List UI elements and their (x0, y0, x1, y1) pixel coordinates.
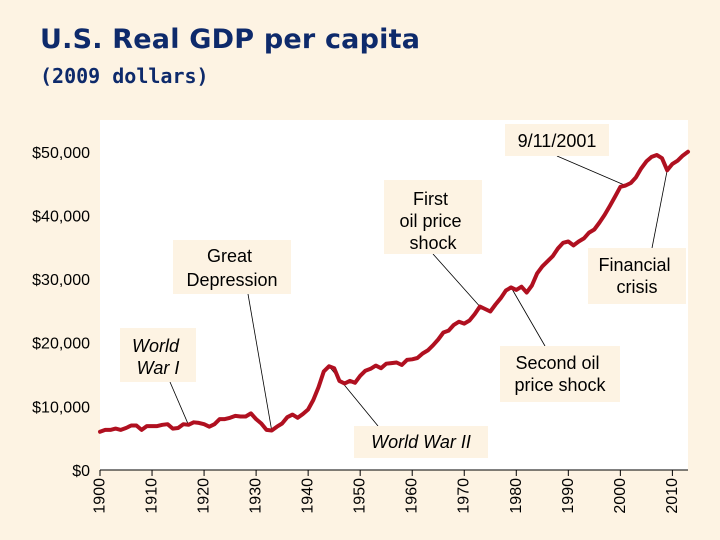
annotation-label-world-war-2: World War II (371, 432, 471, 452)
annotation-label-world-war-1: World War I (132, 336, 184, 378)
annotation-label-second-oil-shock: Second oil price shock (514, 353, 606, 395)
y-tick-label: $40,000 (32, 208, 90, 225)
y-tick-label: $30,000 (32, 272, 90, 289)
annotation-9-11: 9/11/2001 (505, 124, 609, 156)
y-tick-label: $20,000 (32, 336, 90, 353)
x-tick-label: 1940 (300, 478, 317, 514)
annotation-great-depression: Great Depression (173, 240, 291, 294)
y-tick-label: $10,000 (32, 399, 90, 416)
y-tick-label: $0 (72, 463, 90, 480)
chart-title: U.S. Real GDP per capita (40, 24, 421, 55)
annotation-world-war-1: World War I (120, 328, 196, 382)
series-layer (98, 149, 690, 434)
x-tick-label: 1910 (144, 478, 161, 514)
x-tick-label: 1990 (560, 478, 577, 514)
x-tick-label: 2000 (612, 478, 629, 514)
x-tick-label: 1900 (92, 478, 109, 514)
annotation-label-financial-crisis: Financial crisis (598, 255, 675, 297)
axes: 1900 1910 1920 1930 1940 1950 1960 1970 1980 1990… (32, 145, 688, 514)
annotation-box (384, 180, 482, 254)
annotation-box (173, 240, 291, 294)
annotation-first-oil-shock: First oil price shock (384, 180, 482, 254)
gdp-series-line (98, 149, 690, 434)
x-tick-label: 2010 (664, 478, 681, 514)
annotation-label-9-11: 9/11/2001 (518, 131, 597, 151)
annotation-leader-line (510, 287, 546, 347)
x-tick-label: 1930 (248, 478, 265, 514)
annotation-leader-line (651, 170, 668, 249)
annotation-box (588, 248, 686, 304)
annotation-leader-line (169, 381, 189, 425)
x-tick-label: 1950 (352, 478, 369, 514)
x-tick-label: 1970 (456, 478, 473, 514)
x-tick-label: 1920 (196, 478, 213, 514)
chart-subtitle: (2009 dollars) (40, 64, 209, 88)
x-tick-label: 1960 (404, 478, 421, 514)
annotation-second-oil-shock: Second oil price shock (500, 346, 620, 402)
x-tick-label: 1980 (508, 478, 525, 514)
annotation-world-war-2: World War II (354, 426, 488, 458)
annotation-label-great-depression: Great Depression (186, 246, 277, 290)
annotation-leader-line (247, 293, 273, 431)
annotation-leader-line (556, 155, 626, 186)
y-tick-label: $50,000 (32, 145, 90, 162)
annotation-box (354, 426, 488, 458)
annotation-financial-crisis: Financial crisis (588, 248, 686, 304)
annotation-box (505, 124, 609, 156)
annotation-box (500, 346, 620, 402)
annotation-box (120, 328, 196, 382)
annotation-label-first-oil-shock: First oil price shock (399, 189, 466, 253)
annotation-leader-line (432, 253, 481, 307)
